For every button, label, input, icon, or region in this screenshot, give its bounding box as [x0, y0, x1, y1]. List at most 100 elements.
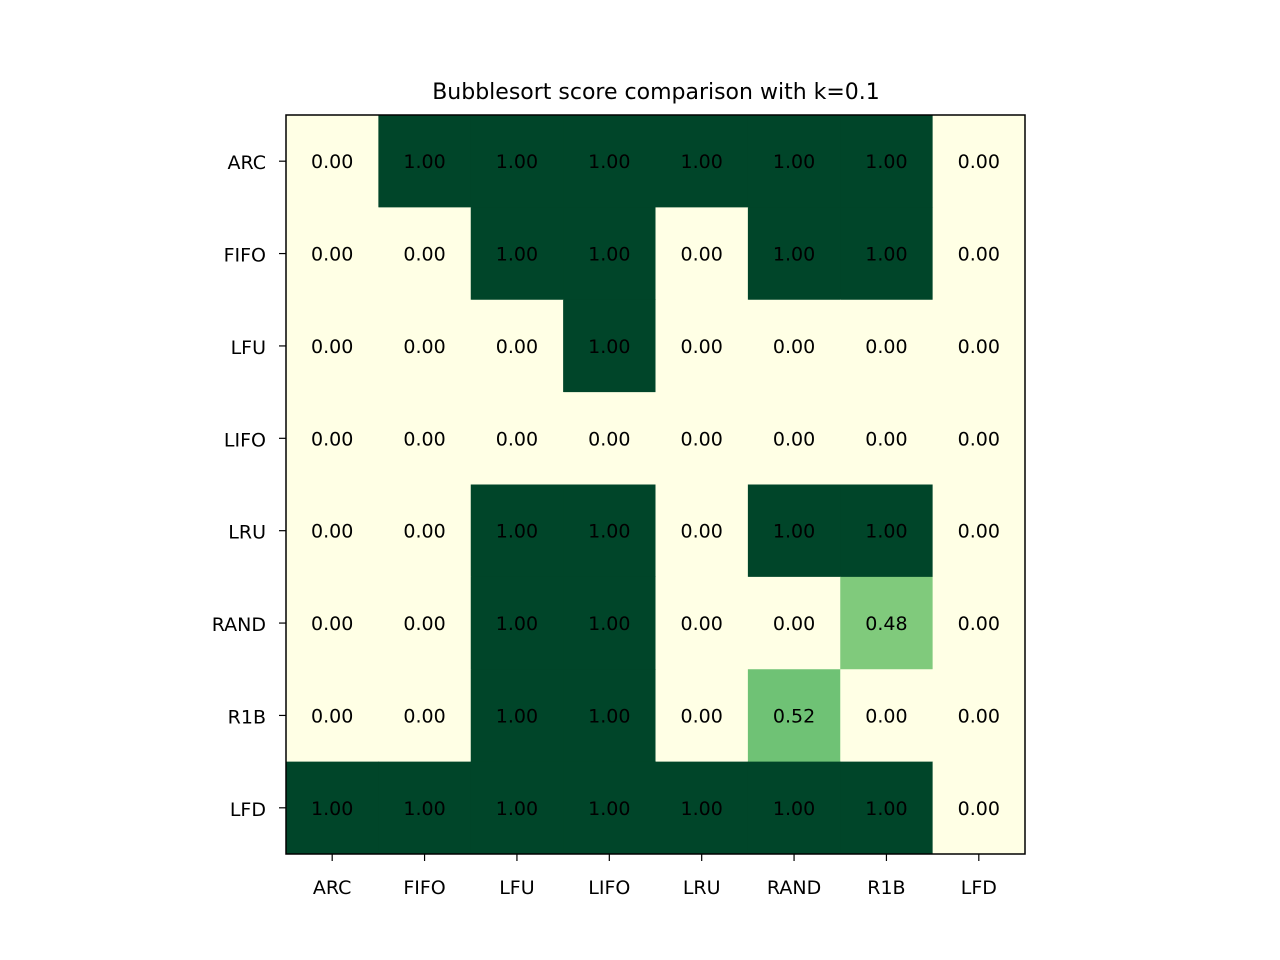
heatmap-cells	[286, 115, 1026, 855]
cell-value-label: 1.00	[773, 151, 815, 173]
heatmap-cell-lru-lru	[655, 484, 749, 578]
cell-value-label: 1.00	[496, 151, 538, 173]
heatmap-cell-lru-fifo	[378, 484, 472, 578]
heatmap-cell-r1b-lifo	[563, 669, 656, 763]
x-tick-label: LFD	[961, 877, 997, 899]
heatmap-cell-lfd-lru	[655, 761, 749, 855]
heatmap-cell-arc-fifo	[378, 115, 472, 208]
y-tick-label: LFD	[230, 799, 266, 821]
y-tick-label: LIFO	[224, 429, 266, 451]
heatmap-cell-arc-lifo	[563, 115, 656, 208]
cell-value-label: 1.00	[865, 151, 907, 173]
cell-value-label: 1.00	[588, 798, 630, 820]
y-tick-label: FIFO	[224, 245, 266, 267]
heatmap-cell-rand-rand	[747, 576, 841, 670]
cell-value-label: 1.00	[311, 798, 353, 820]
heatmap-cell-labels: 0.00 1.00 1.00 1.00 1.00 1.00 1.00 0.00 0.00 0.00…	[311, 151, 1000, 820]
heatmap-cell-r1b-fifo	[378, 669, 472, 763]
x-tick-label: LFU	[499, 877, 534, 899]
heatmap-cell-lifo-lifo	[563, 392, 656, 485]
cell-value-label: 0.00	[496, 336, 538, 358]
heatmap-cell-lfd-fifo	[378, 761, 472, 855]
heatmap-cell-fifo-fifo	[378, 207, 472, 301]
cell-value-label: 0.00	[958, 336, 1000, 358]
heatmap-cell-fifo-lru	[655, 207, 749, 301]
heatmap-cell-lfd-arc	[286, 761, 379, 855]
heatmap-cell-lru-rand	[747, 484, 841, 578]
x-tick-label: FIFO	[403, 877, 445, 899]
cell-value-label: 0.00	[865, 336, 907, 358]
cell-value-label: 0.00	[403, 244, 445, 266]
cell-value-label: 1.00	[403, 798, 445, 820]
heatmap-cell-lfd-lfd	[932, 761, 1026, 855]
heatmap-cell-lifo-r1b	[840, 392, 934, 485]
cell-value-label: 0.00	[681, 705, 723, 727]
cell-value-label: 0.00	[681, 244, 723, 266]
cell-value-label: 1.00	[588, 336, 630, 358]
cell-value-label: 0.00	[958, 151, 1000, 173]
heatmap-cell-lfu-rand	[747, 299, 841, 393]
heatmap-cell-lifo-arc	[286, 392, 379, 485]
heatmap-cell-r1b-r1b	[840, 669, 934, 763]
y-tick-label: LFU	[231, 337, 266, 359]
heatmap-cell-r1b-lru	[655, 669, 749, 763]
heatmap-cell-lfu-lfd	[932, 299, 1026, 393]
y-tick-label: LRU	[228, 522, 266, 544]
heatmap-cell-lru-lfd	[932, 484, 1026, 578]
cell-value-label: 0.00	[403, 336, 445, 358]
heatmap-cell-arc-arc	[286, 115, 379, 208]
cell-value-label: 0.00	[496, 428, 538, 450]
heatmap-cell-lfu-fifo	[378, 299, 472, 393]
heatmap-cell-lifo-lfd	[932, 392, 1026, 485]
heatmap-cell-fifo-arc	[286, 207, 379, 301]
heatmap-cell-rand-arc	[286, 576, 379, 670]
cell-value-label: 0.00	[403, 613, 445, 635]
heatmap-cell-fifo-lfu	[470, 207, 564, 301]
plot-frame	[285, 114, 1026, 855]
x-tick-label: LRU	[683, 877, 721, 899]
cell-value-label: 0.00	[311, 151, 353, 173]
cell-value-label: 1.00	[865, 798, 907, 820]
y-tick-label: RAND	[212, 614, 266, 636]
cell-value-label: 1.00	[496, 521, 538, 543]
cell-value-label: 1.00	[773, 521, 815, 543]
heatmap-cell-rand-lifo	[563, 576, 656, 670]
heatmap-cell-fifo-r1b	[840, 207, 934, 301]
heatmap-cell-lfu-lru	[655, 299, 749, 393]
heatmap-cell-arc-lfd	[932, 115, 1026, 208]
cell-value-label: 1.00	[681, 151, 723, 173]
cell-value-label: 0.00	[865, 428, 907, 450]
cell-value-label: 1.00	[588, 151, 630, 173]
heatmap-cell-fifo-lfd	[932, 207, 1026, 301]
cell-value-label: 0.00	[773, 428, 815, 450]
heatmap-cell-rand-lfd	[932, 576, 1026, 670]
cell-value-label: 0.00	[681, 428, 723, 450]
heatmap-cell-lifo-fifo	[378, 392, 472, 485]
x-tick-label: R1B	[867, 877, 905, 899]
x-tick-label: RAND	[767, 877, 821, 899]
cell-value-label: 0.00	[773, 336, 815, 358]
heatmap-cell-arc-rand	[747, 115, 841, 208]
cell-value-label: 1.00	[865, 244, 907, 266]
cell-value-label: 0.00	[958, 428, 1000, 450]
cell-value-label: 1.00	[496, 705, 538, 727]
cell-value-label: 1.00	[403, 151, 445, 173]
cell-value-label: 1.00	[496, 244, 538, 266]
cell-value-label: 0.00	[681, 521, 723, 543]
heatmap-cell-lfu-lfu	[470, 299, 564, 393]
heatmap-cell-lru-r1b	[840, 484, 934, 578]
cell-value-label: 0.52	[773, 705, 815, 727]
cell-value-label: 1.00	[588, 613, 630, 635]
heatmap-cell-rand-lru	[655, 576, 749, 670]
cell-value-label: 0.00	[681, 613, 723, 635]
cell-value-label: 1.00	[588, 521, 630, 543]
cell-value-label: 0.00	[958, 244, 1000, 266]
cell-value-label: 0.00	[588, 428, 630, 450]
x-tick-label: ARC	[313, 877, 352, 899]
heatmap-cell-r1b-rand	[747, 669, 841, 763]
heatmap-cell-arc-r1b	[840, 115, 934, 208]
cell-value-label: 0.00	[311, 428, 353, 450]
y-tick-label: R1B	[228, 706, 266, 728]
heatmap-cell-lru-lifo	[563, 484, 656, 578]
